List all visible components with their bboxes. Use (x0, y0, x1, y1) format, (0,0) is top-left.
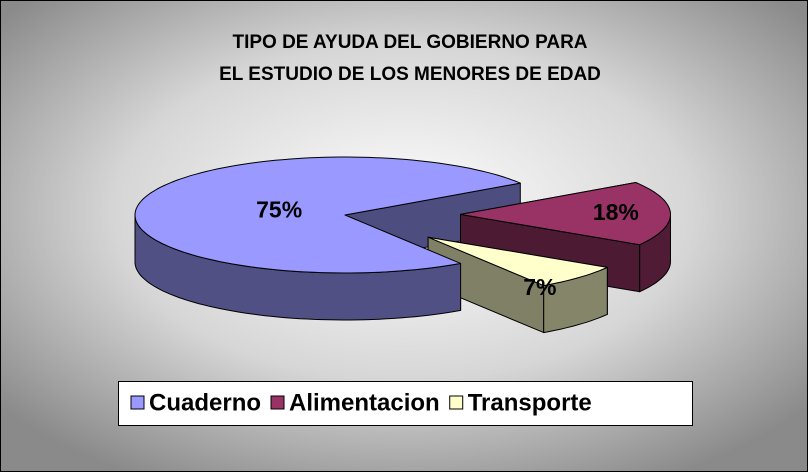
legend-label: Transporte (468, 389, 592, 416)
data-label: 7% (523, 274, 556, 300)
legend (118, 381, 693, 426)
legend-label: Cuaderno (149, 389, 261, 416)
data-label: 18% (593, 199, 639, 225)
pie-slice (427, 236, 608, 287)
legend-swatch (130, 395, 145, 410)
chart-title: TIPO DE AYUDA DEL GOBIERNO PARA (232, 32, 587, 53)
legend-swatch (449, 395, 464, 410)
data-label: 75% (256, 196, 302, 222)
legend-label: Alimentacion (289, 389, 440, 416)
pie-slice (460, 182, 671, 246)
pie-slice (134, 156, 521, 274)
chart-title: EL ESTUDIO DE LOS MENORES DE EDAD (219, 64, 601, 85)
legend-swatch (270, 395, 285, 410)
